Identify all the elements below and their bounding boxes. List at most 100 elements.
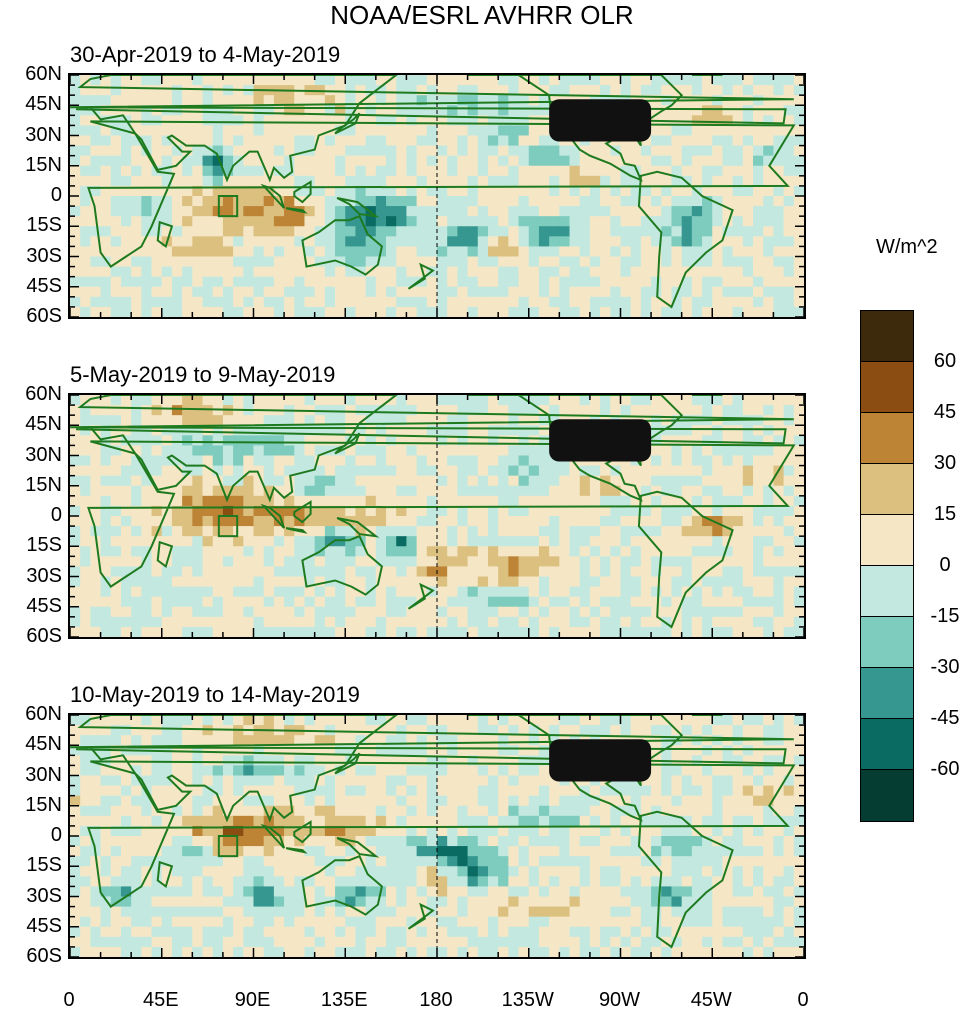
olr-cell <box>630 866 642 877</box>
olr-cell <box>549 516 560 527</box>
olr-cell <box>508 725 520 736</box>
olr-cell <box>233 606 244 618</box>
olr-cell <box>396 556 408 568</box>
olr-cell <box>600 856 611 867</box>
olr-cell <box>171 216 183 227</box>
olr-cell <box>742 395 754 406</box>
olr-cell <box>447 455 458 467</box>
olr-cell <box>467 425 479 436</box>
olr-cell <box>192 155 204 167</box>
olr-cell <box>620 246 632 258</box>
olr-cell <box>773 576 785 588</box>
olr-cell <box>90 75 102 86</box>
olr-cell <box>110 395 122 406</box>
olr-cell <box>538 536 550 547</box>
olr-cell <box>131 306 142 317</box>
olr-cell <box>70 876 81 888</box>
olr-cell <box>793 276 804 288</box>
olr-cell <box>70 185 81 197</box>
olr-cell <box>426 485 438 497</box>
olr-cell <box>702 576 713 588</box>
olr-cell <box>793 576 804 588</box>
olr-cell <box>437 825 448 837</box>
olr-cell <box>182 536 193 547</box>
olr-cell <box>273 765 285 777</box>
olr-cell <box>447 795 458 807</box>
olr-cell <box>437 75 448 86</box>
olr-cell <box>202 465 214 477</box>
olr-cell <box>70 745 81 756</box>
olr-cell <box>661 125 673 137</box>
olr-cell <box>793 526 804 537</box>
olr-cell <box>600 165 611 177</box>
olr-cell <box>793 445 804 457</box>
olr-cell <box>722 185 734 197</box>
olr-cell <box>651 715 662 726</box>
olr-cell <box>100 856 112 867</box>
olr-cell <box>651 526 662 537</box>
olr-cell <box>457 85 469 96</box>
olr-cell <box>437 155 448 167</box>
olr-cell <box>508 505 520 517</box>
olr-cell <box>263 395 275 406</box>
olr-cell <box>610 616 622 628</box>
olr-cell <box>437 866 448 877</box>
olr-cell <box>508 775 520 787</box>
olr-cell <box>447 85 458 96</box>
olr-cell <box>426 725 438 736</box>
olr-cell <box>437 536 448 547</box>
olr-cell <box>467 616 479 628</box>
olr-cell <box>579 836 591 847</box>
olr-cell <box>477 805 489 817</box>
olr-cell <box>365 856 377 867</box>
olr-cell <box>477 715 489 726</box>
olr-cell <box>447 755 458 767</box>
olr-cell <box>722 846 734 857</box>
olr-cell <box>538 236 550 248</box>
olr-cell <box>396 135 408 147</box>
olr-cell <box>732 256 744 268</box>
olr-cell <box>620 185 632 197</box>
olr-cell <box>569 185 581 197</box>
olr-cell <box>182 596 193 608</box>
olr-cell <box>763 765 775 777</box>
olr-cell <box>335 175 346 187</box>
olr-cell <box>324 866 336 877</box>
olr-cell <box>120 725 132 736</box>
olr-cell <box>253 516 265 527</box>
olr-cell <box>416 475 428 487</box>
olr-cell <box>477 145 489 157</box>
olr-cell <box>294 556 306 568</box>
olr-cell <box>396 306 408 317</box>
olr-cell <box>702 536 713 547</box>
olr-cell <box>763 745 775 756</box>
olr-cell <box>783 75 795 86</box>
olr-cell <box>355 125 367 137</box>
olr-cell <box>569 626 581 637</box>
olr-cell <box>793 125 804 137</box>
olr-cell <box>233 596 244 608</box>
olr-cell <box>681 445 693 457</box>
olr-cell <box>386 155 397 167</box>
olr-cell <box>691 105 703 116</box>
olr-cell <box>487 95 499 106</box>
olr-cell <box>253 755 265 767</box>
olr-cell <box>559 596 571 608</box>
olr-cell <box>294 755 306 767</box>
olr-cell <box>763 805 775 817</box>
olr-cell <box>569 825 581 837</box>
olr-cell <box>314 475 326 487</box>
olr-cell <box>467 165 479 177</box>
olr-cell <box>110 836 122 847</box>
olr-cell <box>518 526 530 537</box>
olr-cell <box>120 455 132 467</box>
olr-cell <box>426 115 438 127</box>
olr-cell <box>549 725 560 736</box>
olr-cell <box>742 495 754 507</box>
olr-cell <box>487 296 499 308</box>
olr-cell <box>651 196 662 207</box>
olr-cell <box>538 276 550 288</box>
olr-cell <box>528 765 540 777</box>
olr-cell <box>161 856 173 867</box>
olr-cell <box>742 185 754 197</box>
